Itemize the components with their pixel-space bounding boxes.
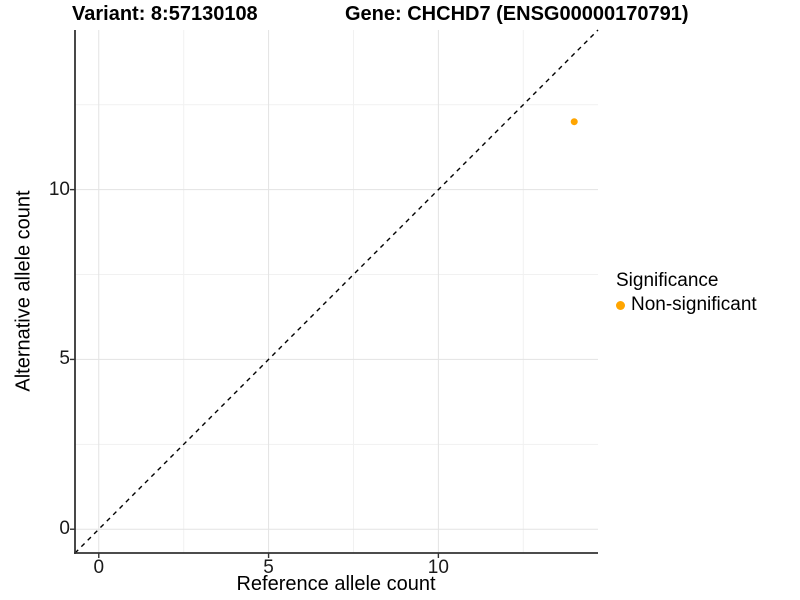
legend-entry-label: Non-significant [631,294,757,315]
identity-reference-line [74,29,599,554]
plot-title-gene: Gene: CHCHD7 (ENSG00000170791) [345,3,689,25]
x-tick-label: 0 [93,557,105,578]
x-tick-label: 5 [263,557,274,578]
y-tick-label: 5 [59,348,70,370]
plot-title-variant: Variant: 8:57130108 [72,3,258,25]
legend-entry: Non-significant [616,294,757,316]
legend-point-icon [616,300,625,310]
legend: Significance Non-significant [616,270,757,316]
x-tick-label: 10 [427,557,449,578]
legend-title: Significance [616,270,719,291]
y-axis-title: Alternative allele count [12,190,35,392]
y-tick-label: 10 [48,178,70,200]
y-tick-label: 0 [59,518,70,540]
x-axis-title: Reference allele count [236,573,436,595]
data-point [570,118,578,126]
